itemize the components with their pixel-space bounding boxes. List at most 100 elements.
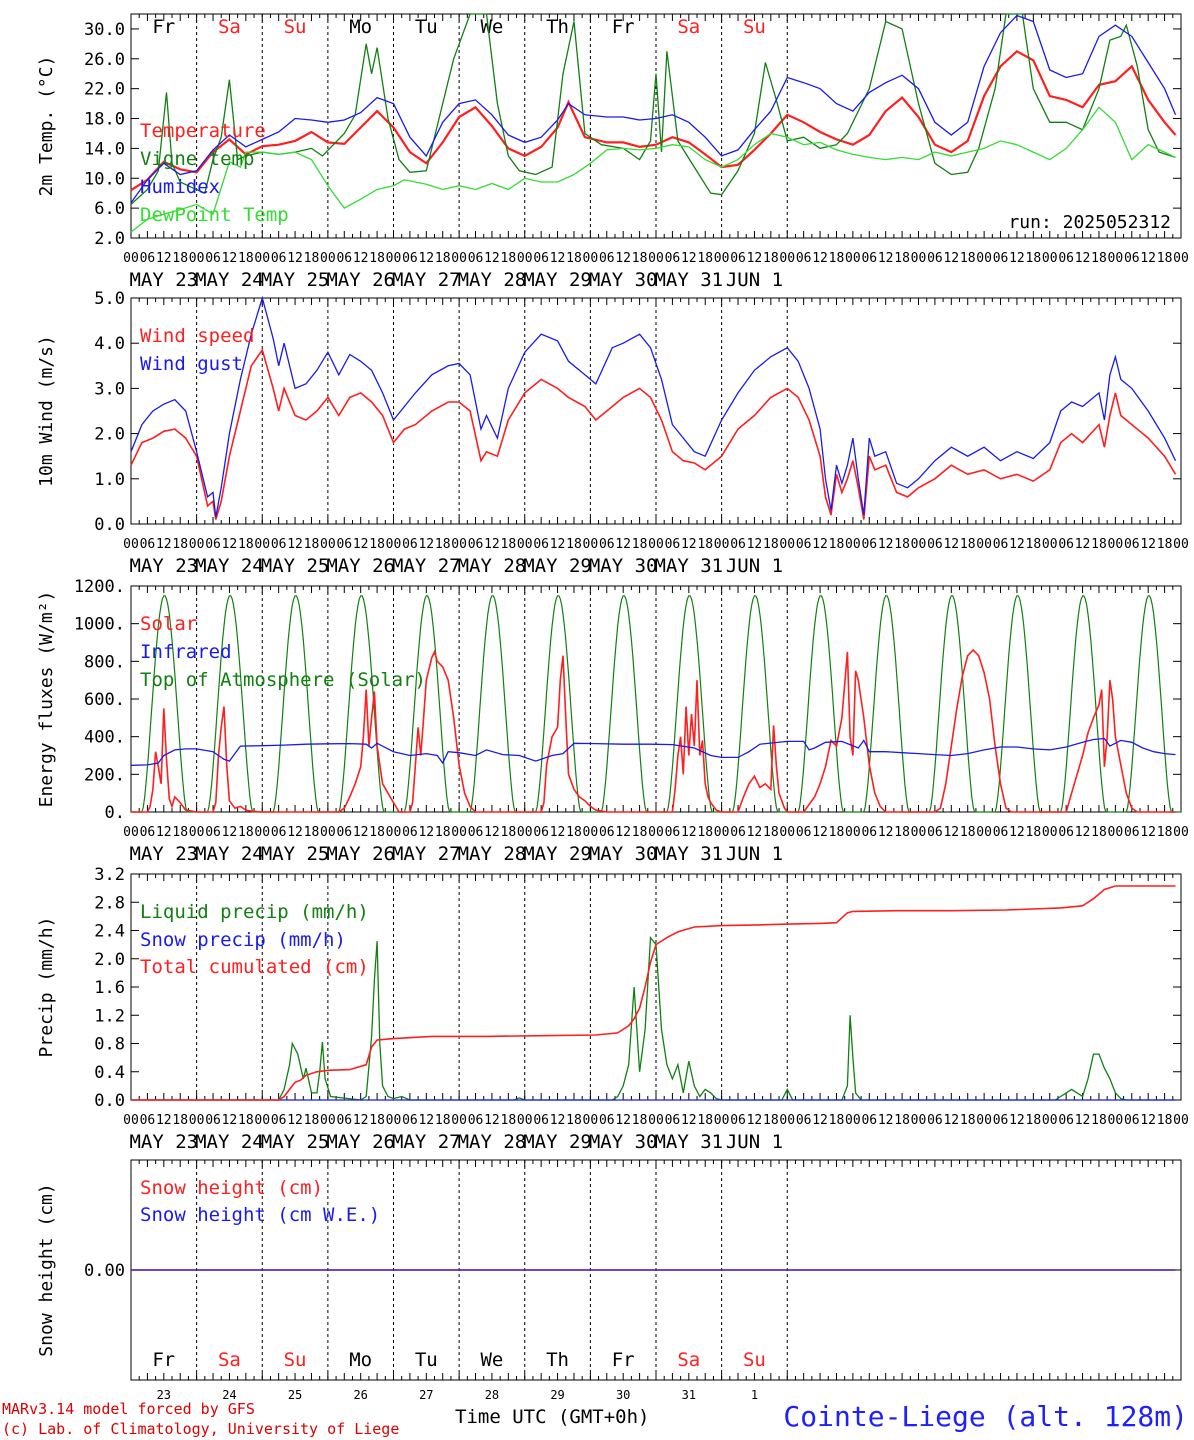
date-tick-label: MAY 30 xyxy=(589,843,658,865)
hour-tick-label: 12 xyxy=(484,251,500,266)
hour-tick-label: 12 xyxy=(1075,825,1091,840)
hour-tick-label: 12 xyxy=(287,251,303,266)
hour-tick-label: 18 xyxy=(763,251,779,266)
hour-tick-label: 06 xyxy=(993,537,1009,552)
hour-tick-label: 00 xyxy=(1042,537,1058,552)
hour-tick-label: 18 xyxy=(829,537,845,552)
hour-tick-label: 18 xyxy=(1026,1113,1042,1128)
hour-tick-label: 06 xyxy=(861,1113,877,1128)
weekday-label: Mo xyxy=(349,16,372,38)
hour-tick-label: 06 xyxy=(1124,1113,1140,1128)
y-tick-label: 400. xyxy=(84,728,125,748)
hour-tick-label: 00 xyxy=(1108,825,1124,840)
date-tick-label: MAY 29 xyxy=(523,269,592,291)
hour-tick-label: 00 xyxy=(583,251,599,266)
weekday-label: Tu xyxy=(415,16,438,38)
hour-tick-label: 06 xyxy=(861,537,877,552)
hour-tick-label: 18 xyxy=(369,1113,385,1128)
hour-tick-label: 12 xyxy=(615,537,631,552)
x-axis-label: Time UTC (GMT+0h) xyxy=(455,1406,650,1428)
day-number-label: 29 xyxy=(550,1388,564,1402)
date-tick-label: JUN 1 xyxy=(726,555,783,577)
hour-tick-label: 12 xyxy=(878,251,894,266)
y-tick-label: 26.0 xyxy=(84,50,125,70)
y-tick-label: 200. xyxy=(84,765,125,785)
hour-tick-label: 12 xyxy=(1140,1113,1156,1128)
hour-tick-label: 12 xyxy=(156,1113,172,1128)
hour-tick-label: 06 xyxy=(665,825,681,840)
weekday-label: Mo xyxy=(349,1349,372,1371)
day-number-label: 23 xyxy=(157,1388,171,1402)
hour-tick-label: 00 xyxy=(189,537,205,552)
y-tick-label: 14.0 xyxy=(84,139,125,159)
weekday-label: Sa xyxy=(218,16,241,38)
date-tick-label: MAY 30 xyxy=(589,555,658,577)
hour-tick-label: 12 xyxy=(484,825,500,840)
y-tick-label: 10.0 xyxy=(84,169,125,189)
hour-tick-label: 12 xyxy=(156,825,172,840)
hour-tick-label: 06 xyxy=(927,1113,943,1128)
hour-tick-label: 00 xyxy=(583,1113,599,1128)
hour-tick-label: 00 xyxy=(1042,251,1058,266)
hour-tick-label: 12 xyxy=(943,1113,959,1128)
date-tick-label: MAY 29 xyxy=(523,1131,592,1153)
hour-tick-label: 06 xyxy=(730,825,746,840)
y-axis-label: Snow height (cm) xyxy=(36,1183,57,1356)
hour-tick-label: 12 xyxy=(681,537,697,552)
hour-tick-label: 06 xyxy=(336,1113,352,1128)
hour-tick-label: 12 xyxy=(418,825,434,840)
hour-tick-label: 12 xyxy=(550,537,566,552)
y-tick-label: 22.0 xyxy=(84,80,125,100)
hour-tick-label: 12 xyxy=(615,825,631,840)
hour-tick-label: 12 xyxy=(287,1113,303,1128)
date-tick-label: JUN 1 xyxy=(726,1131,783,1153)
hour-tick-label: 12 xyxy=(156,251,172,266)
date-tick-label: JUN 1 xyxy=(726,843,783,865)
hour-tick-label: 18 xyxy=(829,1113,845,1128)
date-tick-label: MAY 26 xyxy=(326,269,395,291)
hour-tick-label: 12 xyxy=(418,251,434,266)
hour-tick-label: 06 xyxy=(927,537,943,552)
hour-tick-label: 00 xyxy=(1108,537,1124,552)
hour-tick-label: 18 xyxy=(172,1113,188,1128)
weekday-label: Fr xyxy=(152,16,175,38)
hour-tick-label: 00 xyxy=(517,825,533,840)
hour-tick-label: 06 xyxy=(861,251,877,266)
date-tick-label: MAY 24 xyxy=(195,843,264,865)
weekday-label: Sa xyxy=(677,16,700,38)
y-tick-label: 6.0 xyxy=(94,199,125,219)
hour-tick-label: 00 xyxy=(714,537,730,552)
series-line-wind-speed xyxy=(130,348,1177,520)
legend-entry: Wind speed xyxy=(140,325,254,347)
hour-tick-label: 18 xyxy=(1026,537,1042,552)
hour-tick-label: 18 xyxy=(238,825,254,840)
hour-tick-label: 18 xyxy=(566,537,582,552)
y-axis-label: 2m Temp. (°C) xyxy=(36,56,57,197)
y-tick-label: 0.00 xyxy=(84,1261,125,1281)
date-tick-label: MAY 23 xyxy=(129,843,198,865)
hour-tick-label: 18 xyxy=(1091,251,1107,266)
hour-tick-label: 00 xyxy=(123,1113,139,1128)
hour-tick-label: 00 xyxy=(583,537,599,552)
hour-tick-label: 12 xyxy=(287,537,303,552)
hour-tick-label: 12 xyxy=(353,1113,369,1128)
legend-entry: Humidex xyxy=(140,176,220,198)
hour-tick-label: 18 xyxy=(697,825,713,840)
y-tick-label: 0. xyxy=(105,803,125,823)
y-tick-label: 3.0 xyxy=(94,379,125,399)
hour-tick-label: 18 xyxy=(435,537,451,552)
legend-entry: Snow precip (mm/h) xyxy=(140,929,346,951)
hour-tick-label: 00 xyxy=(1173,825,1189,840)
date-tick-label: MAY 29 xyxy=(523,555,592,577)
hour-tick-label: 00 xyxy=(976,251,992,266)
date-tick-label: MAY 27 xyxy=(392,269,461,291)
hour-tick-label: 18 xyxy=(566,1113,582,1128)
hour-tick-label: 00 xyxy=(517,251,533,266)
hour-tick-label: 00 xyxy=(254,1113,270,1128)
hour-tick-label: 12 xyxy=(681,251,697,266)
date-tick-label: JUN 1 xyxy=(726,269,783,291)
hour-tick-label: 06 xyxy=(993,825,1009,840)
y-axis-label: Energy fluxes (W/m²) xyxy=(36,591,57,808)
y-tick-label: 0.0 xyxy=(94,515,125,535)
